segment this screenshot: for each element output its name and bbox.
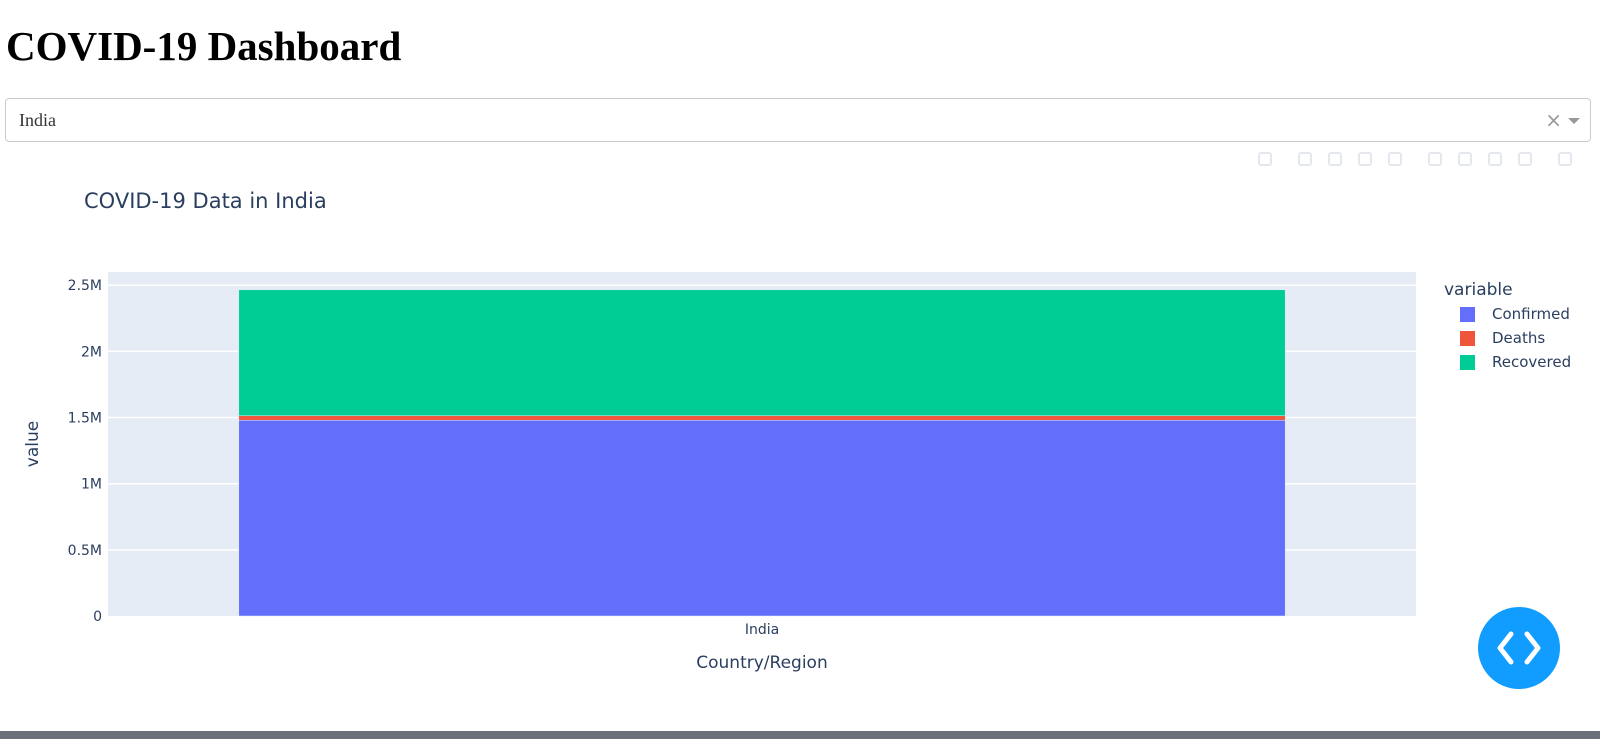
bar-group [238, 289, 1286, 617]
plotly-logo-icon[interactable] [1555, 149, 1575, 169]
lasso-select-icon[interactable] [1385, 149, 1405, 169]
bar-deaths[interactable] [238, 415, 1286, 421]
bar-recovered[interactable] [238, 289, 1286, 417]
legend-item-deaths[interactable]: Deaths [1460, 329, 1545, 347]
country-dropdown[interactable]: India × [5, 98, 1591, 142]
dev-tools-button[interactable] [1478, 607, 1560, 689]
legend-title: variable [1444, 280, 1513, 300]
bottom-taskbar-strip [0, 731, 1600, 739]
clear-icon[interactable]: × [1545, 108, 1562, 132]
chart-modebar [1255, 149, 1595, 171]
legend-item-confirmed[interactable]: Confirmed [1460, 305, 1570, 323]
y-tick-label: 0 [93, 609, 102, 625]
covid-bar-chart: COVID-19 Data in India 0 0.5M 1M 1.5M 2M 2.5M… [23, 189, 1571, 673]
y-axis-ticks: 0 0.5M 1M 1.5M 2M 2.5M [68, 278, 102, 625]
y-tick-label: 2M [81, 344, 102, 360]
legend: variable Confirmed Deaths Recovered [1444, 280, 1571, 371]
zoom-icon[interactable] [1295, 149, 1315, 169]
bar-confirmed[interactable] [238, 419, 1286, 617]
legend-swatch [1460, 307, 1475, 322]
legend-label: Deaths [1492, 329, 1545, 347]
legend-swatch [1460, 331, 1475, 346]
chevron-down-icon[interactable] [1568, 118, 1580, 124]
x-tick-label: India [745, 622, 779, 638]
legend-label: Recovered [1492, 353, 1571, 371]
y-tick-label: 0.5M [68, 543, 102, 559]
x-axis-label: Country/Region [696, 653, 827, 673]
x-axis-ticks: India [745, 622, 779, 638]
zoom-in-icon[interactable] [1425, 149, 1445, 169]
camera-icon[interactable] [1255, 149, 1275, 169]
dropdown-selected-value: India [19, 110, 56, 130]
y-tick-label: 1.5M [68, 411, 102, 427]
y-axis-label: value [23, 421, 43, 467]
page-title: COVID-19 Dashboard [6, 23, 402, 69]
autoscale-icon[interactable] [1485, 149, 1505, 169]
box-select-icon[interactable] [1355, 149, 1375, 169]
legend-swatch [1460, 355, 1475, 370]
chart-title: COVID-19 Data in India [84, 189, 327, 213]
y-tick-label: 2.5M [68, 278, 102, 294]
legend-label: Confirmed [1492, 305, 1570, 323]
reset-axes-icon[interactable] [1515, 149, 1535, 169]
pan-icon[interactable] [1325, 149, 1345, 169]
legend-item-recovered[interactable]: Recovered [1460, 353, 1571, 371]
zoom-out-icon[interactable] [1455, 149, 1475, 169]
code-brackets-icon [1497, 631, 1541, 665]
y-tick-label: 1M [81, 477, 102, 493]
